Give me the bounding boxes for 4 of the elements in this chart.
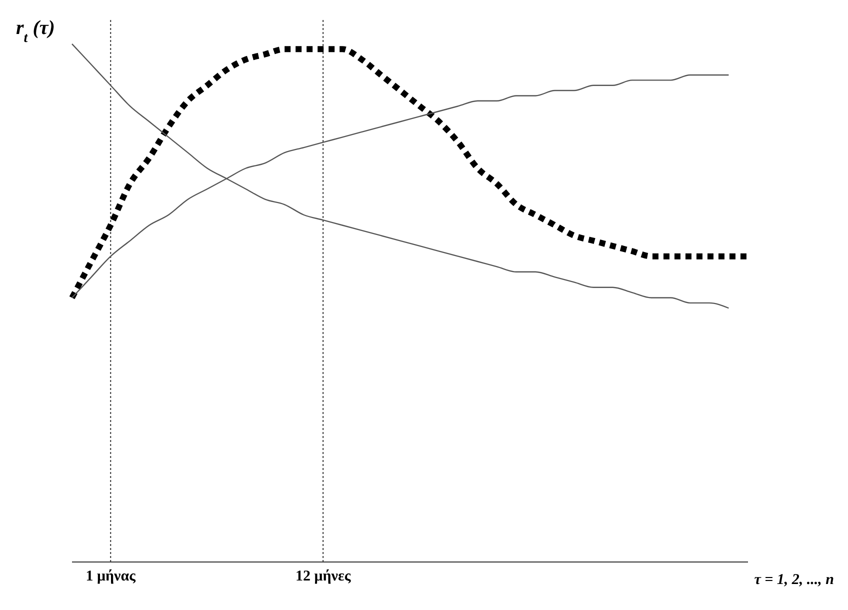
x-tick-label: 12 μήνες (295, 568, 352, 585)
x-tick-label: 1 μήνας (86, 568, 136, 585)
x-axis-title: τ = 1, 2, ..., n (754, 572, 834, 588)
y-axis-title: r$_{t}$ (τ) (16, 17, 55, 46)
